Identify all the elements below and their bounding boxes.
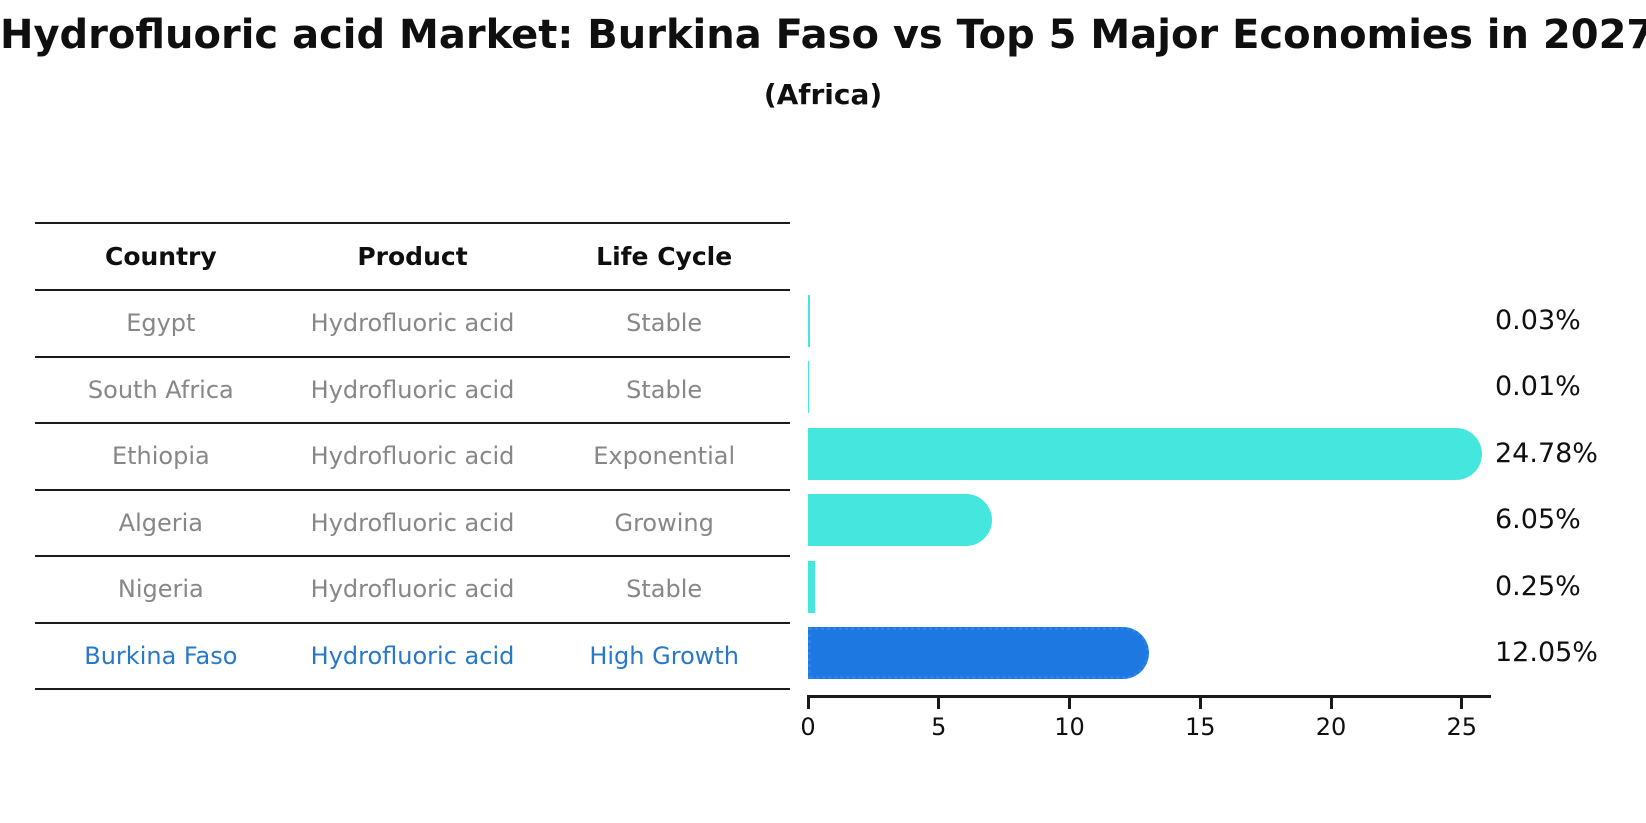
x-axis-line	[807, 695, 1491, 698]
x-axis-tick-label: 5	[931, 713, 947, 741]
x-axis-tick	[937, 698, 941, 709]
bar-ethiopia	[808, 427, 1482, 480]
table-row-nigeria: Nigeria Hydrofluoric acid Stable	[35, 557, 790, 624]
chart-title: Hydrofluoric acid Market: Burkina Faso v…	[0, 12, 1646, 58]
x-axis-tick	[1460, 698, 1464, 709]
country-cell: Burkina Faso	[84, 641, 238, 670]
value-label-ethiopia: 24.78%	[1495, 437, 1598, 469]
x-axis-tick-label: 20	[1315, 713, 1347, 741]
table-row-south-africa: South Africa Hydrofluoric acid Stable	[35, 358, 790, 424]
value-label-nigeria: 0.25%	[1495, 570, 1581, 602]
life-cycle-cell: Stable	[626, 309, 703, 338]
product-cell: Hydrofluoric acid	[310, 641, 515, 670]
country-cell: Algeria	[118, 508, 203, 537]
bar-burkina-faso	[808, 627, 1150, 680]
bar-egypt	[808, 294, 810, 347]
product-cell: Hydrofluoric acid	[310, 309, 515, 338]
x-axis-tick	[806, 698, 810, 709]
table-row-algeria: Algeria Hydrofluoric acid Growing	[35, 491, 790, 557]
x-axis-tick-label: 10	[1054, 713, 1085, 741]
table-row-ethiopia: Ethiopia Hydrofluoric acid Exponential	[35, 424, 790, 491]
product-cell: Hydrofluoric acid	[310, 575, 515, 604]
table-body: Egypt Hydrofluoric acid Stable South Africa…	[35, 291, 790, 690]
product-cell: Hydrofluoric acid	[310, 442, 515, 471]
value-label-burkina-faso: 12.05%	[1495, 637, 1598, 669]
country-cell: Egypt	[126, 309, 196, 338]
life-cycle-cell: Stable	[626, 375, 703, 404]
product-cell: Hydrofluoric acid	[310, 375, 515, 404]
x-axis-tick	[1329, 698, 1333, 709]
x-axis-tick	[1068, 698, 1071, 709]
life-cycle-cell: High Growth	[589, 641, 740, 670]
value-label-algeria: 6.05%	[1495, 504, 1581, 536]
country-cell: Ethiopia	[111, 442, 210, 471]
life-cycle-cell: Stable	[626, 575, 703, 604]
value-label-egypt: 0.03%	[1495, 304, 1581, 336]
bar-algeria	[808, 494, 993, 547]
x-axis-tick-label: 15	[1184, 713, 1216, 741]
header-cell-product: Product	[357, 242, 468, 271]
country-cell: Nigeria	[117, 575, 204, 604]
header-cell-life-cycle: Life Cycle	[596, 242, 733, 271]
bar-nigeria	[808, 560, 815, 613]
table-row-egypt: Egypt Hydrofluoric acid Stable	[35, 291, 790, 358]
header-cell-country: Country	[104, 242, 217, 271]
country-cell: South Africa	[87, 375, 234, 404]
x-axis-tick-label: 0	[800, 713, 816, 741]
table-header-row: Country Product Life Cycle	[35, 224, 790, 291]
data-table: Country Product Life Cycle Egypt Hydroflu…	[35, 222, 790, 690]
life-cycle-cell: Growing	[614, 508, 714, 537]
table-row-burkina-faso: Burkina Faso Hydrofluoric acid High Growth	[35, 624, 790, 690]
product-cell: Hydrofluoric acid	[310, 508, 515, 537]
x-axis-tick	[1198, 698, 1202, 709]
x-axis-tick-label: 25	[1446, 713, 1478, 741]
chart-subtitle: (Africa)	[763, 78, 883, 111]
value-label-south-africa: 0.01%	[1495, 371, 1581, 403]
life-cycle-cell: Exponential	[593, 442, 736, 471]
